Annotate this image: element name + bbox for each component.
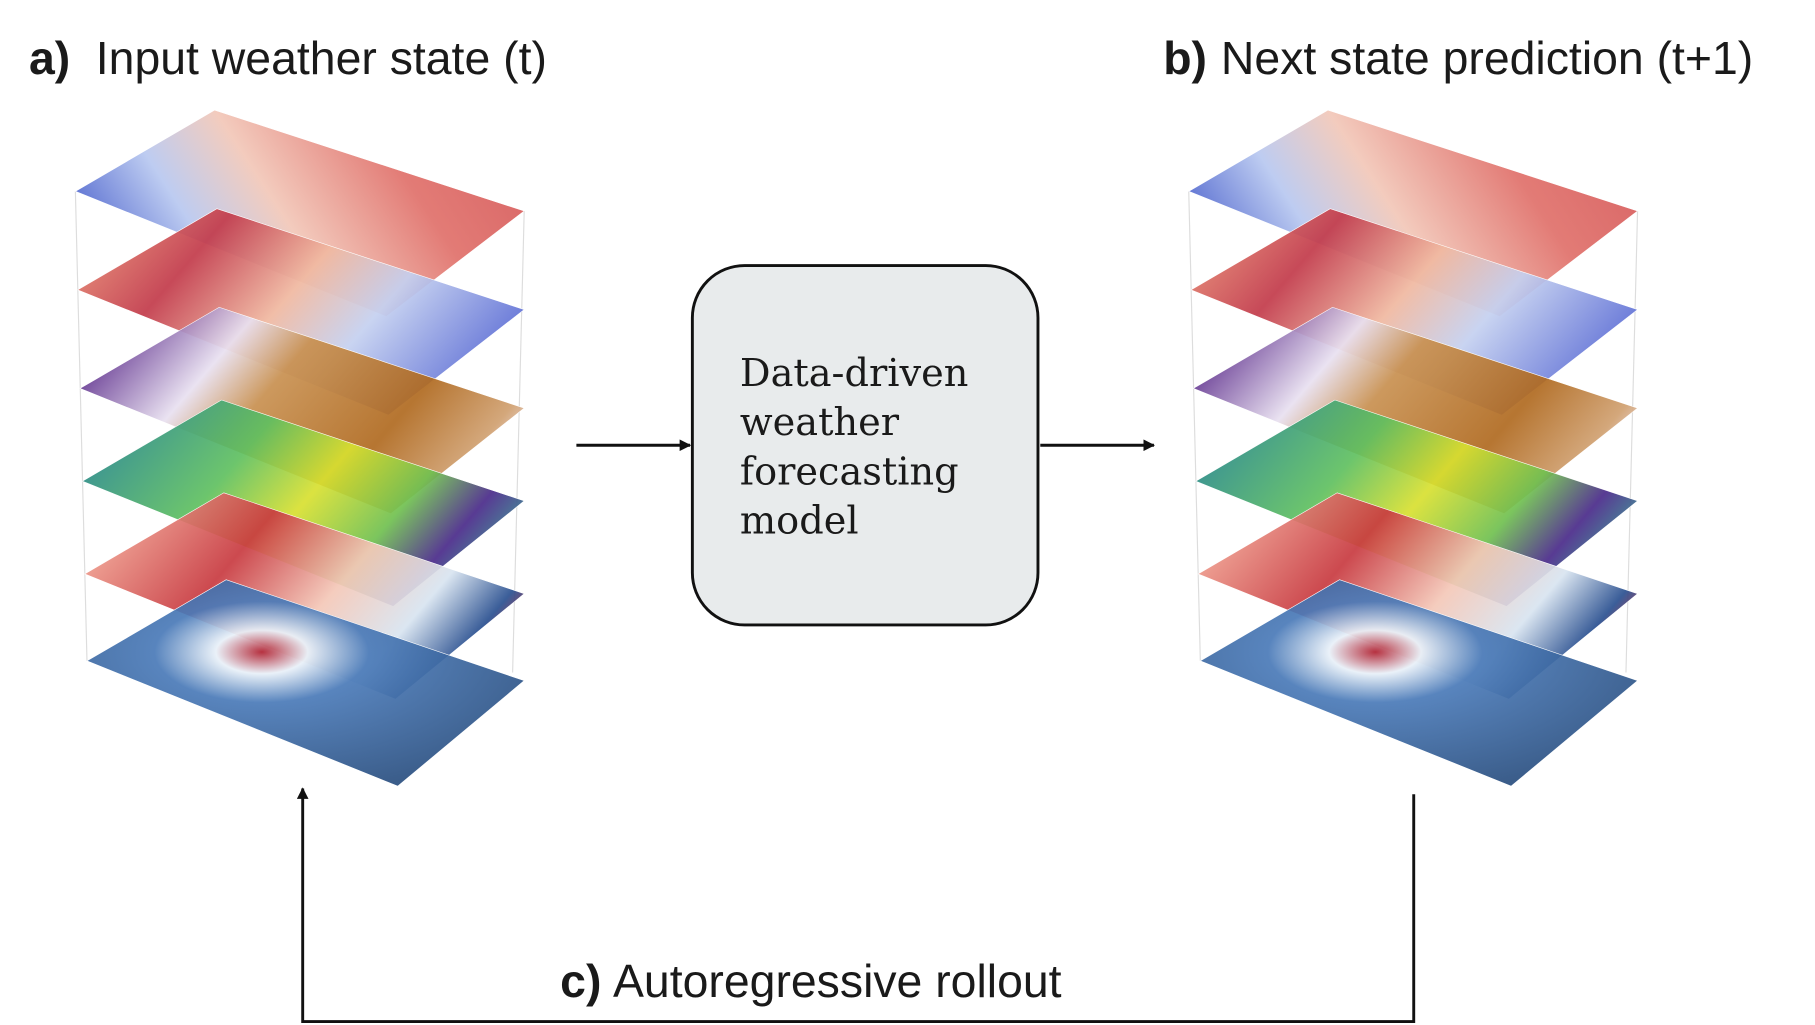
panel-title: c)Autoregressive rollout — [560, 955, 1062, 1007]
model-box — [692, 266, 1038, 625]
model-line: weather — [740, 400, 900, 445]
layer-stack — [1189, 110, 1638, 786]
model-line: forecasting — [740, 450, 959, 495]
panel-title: a) Input weather state (t) — [29, 32, 547, 84]
panel-label: b) — [1163, 32, 1207, 84]
panel-label: a) — [29, 32, 70, 84]
frame-line — [513, 211, 525, 672]
panel-text: Input weather state (t) — [96, 32, 547, 84]
model-line: Data-driven — [740, 351, 968, 396]
panel-label: c) — [560, 955, 601, 1007]
diagram: a) Input weather state (t) b) Next state p… — [0, 0, 1815, 1025]
layer-stack — [75, 110, 524, 786]
model-line: model — [740, 498, 859, 543]
frame-line — [1189, 191, 1201, 661]
frame-line — [75, 191, 87, 661]
panel-text: Next state prediction (t+1) — [1221, 32, 1753, 84]
frame-line — [1626, 211, 1638, 672]
panel-title: b) Next state prediction (t+1) — [1163, 32, 1753, 84]
panel-text: Autoregressive rollout — [613, 955, 1062, 1007]
